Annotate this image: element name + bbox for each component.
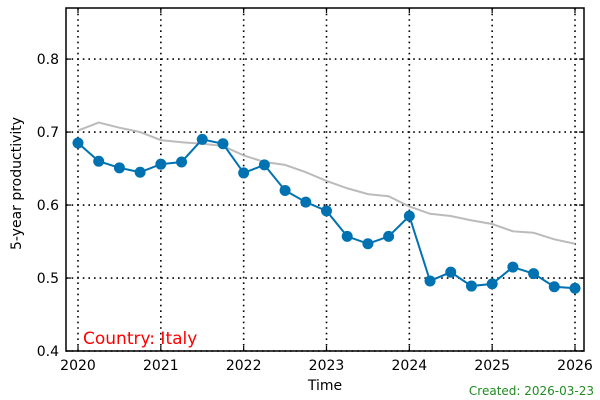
country-point bbox=[72, 137, 84, 149]
x-tick-label: 2025 bbox=[474, 358, 510, 374]
x-axis-label: Time bbox=[307, 378, 342, 394]
y-tick-label: 0.6 bbox=[37, 198, 59, 214]
country-point bbox=[113, 162, 125, 174]
x-tick-label: 2026 bbox=[557, 358, 593, 374]
country-series bbox=[72, 133, 581, 294]
x-tick-label: 2021 bbox=[143, 358, 179, 374]
country-point bbox=[507, 261, 519, 273]
y-tick-label: 0.8 bbox=[37, 52, 59, 68]
country-point bbox=[528, 268, 540, 280]
x-axis-ticks: 2020 2021 2022 2023 2024 2025 2026 bbox=[60, 8, 593, 374]
country-point bbox=[424, 275, 436, 287]
y-tick-label: 0.4 bbox=[37, 344, 59, 360]
x-tick-label: 2020 bbox=[60, 358, 96, 374]
country-point bbox=[258, 159, 270, 171]
country-point bbox=[217, 138, 229, 150]
country-point bbox=[383, 230, 395, 242]
x-tick-label: 2024 bbox=[392, 358, 428, 374]
country-point bbox=[238, 167, 250, 179]
x-tick-label: 2022 bbox=[226, 358, 262, 374]
reference-series bbox=[77, 121, 576, 245]
x-tick-label: 2023 bbox=[309, 358, 345, 374]
country-point bbox=[279, 184, 291, 196]
country-point bbox=[155, 158, 167, 170]
country-point bbox=[321, 205, 332, 217]
plot-frame bbox=[65, 7, 585, 352]
country-annotation: Country: Italy bbox=[83, 329, 197, 349]
country-point bbox=[465, 280, 477, 292]
country-point bbox=[176, 156, 188, 168]
country-point bbox=[403, 210, 415, 222]
country-point bbox=[134, 166, 146, 178]
y-axis-ticks: 0.4 0.5 0.6 0.7 0.8 bbox=[37, 52, 584, 360]
country-point bbox=[341, 230, 353, 242]
country-point bbox=[548, 281, 560, 293]
created-date-note: Created: 2026-03-23 bbox=[468, 384, 594, 398]
country-point bbox=[196, 133, 208, 145]
country-point bbox=[300, 196, 312, 208]
country-point bbox=[362, 238, 374, 250]
country-point bbox=[445, 266, 457, 278]
country-point bbox=[569, 282, 581, 294]
country-point bbox=[93, 155, 105, 167]
y-tick-label: 0.7 bbox=[37, 125, 59, 141]
country-point bbox=[486, 278, 498, 290]
reference-line bbox=[77, 121, 576, 245]
y-axis-label: 5-year productivity bbox=[9, 117, 25, 250]
y-tick-label: 0.5 bbox=[37, 271, 59, 287]
